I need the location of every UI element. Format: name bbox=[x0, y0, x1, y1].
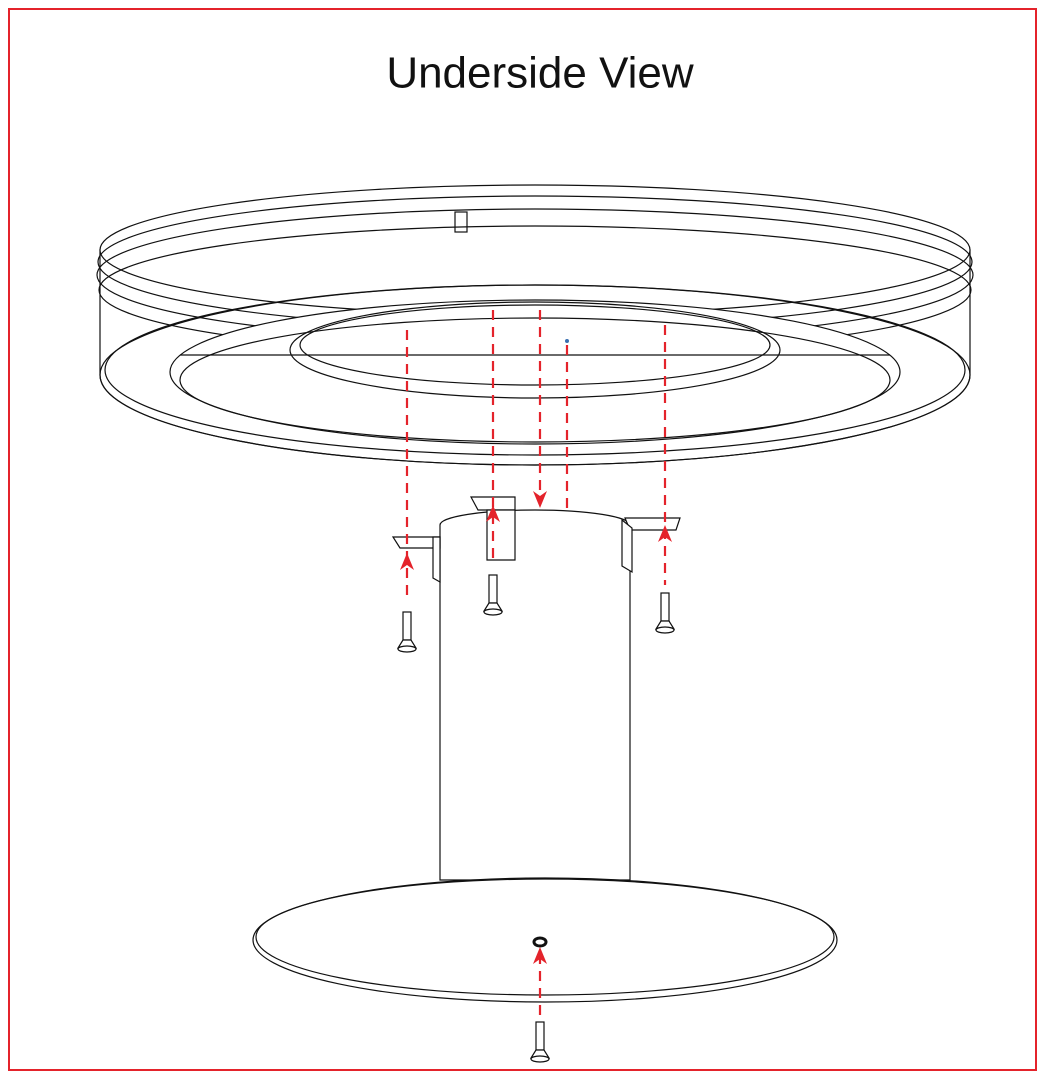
base-plate bbox=[253, 878, 837, 1002]
title: Underside View bbox=[386, 49, 694, 98]
diagram: Underside View bbox=[0, 0, 1045, 1079]
fixture-ring bbox=[97, 185, 973, 465]
column bbox=[440, 510, 630, 880]
